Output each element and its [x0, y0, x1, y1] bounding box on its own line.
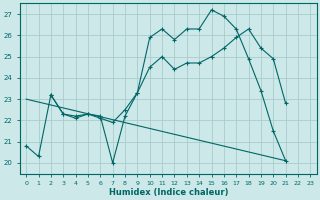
X-axis label: Humidex (Indice chaleur): Humidex (Indice chaleur) — [108, 188, 228, 197]
